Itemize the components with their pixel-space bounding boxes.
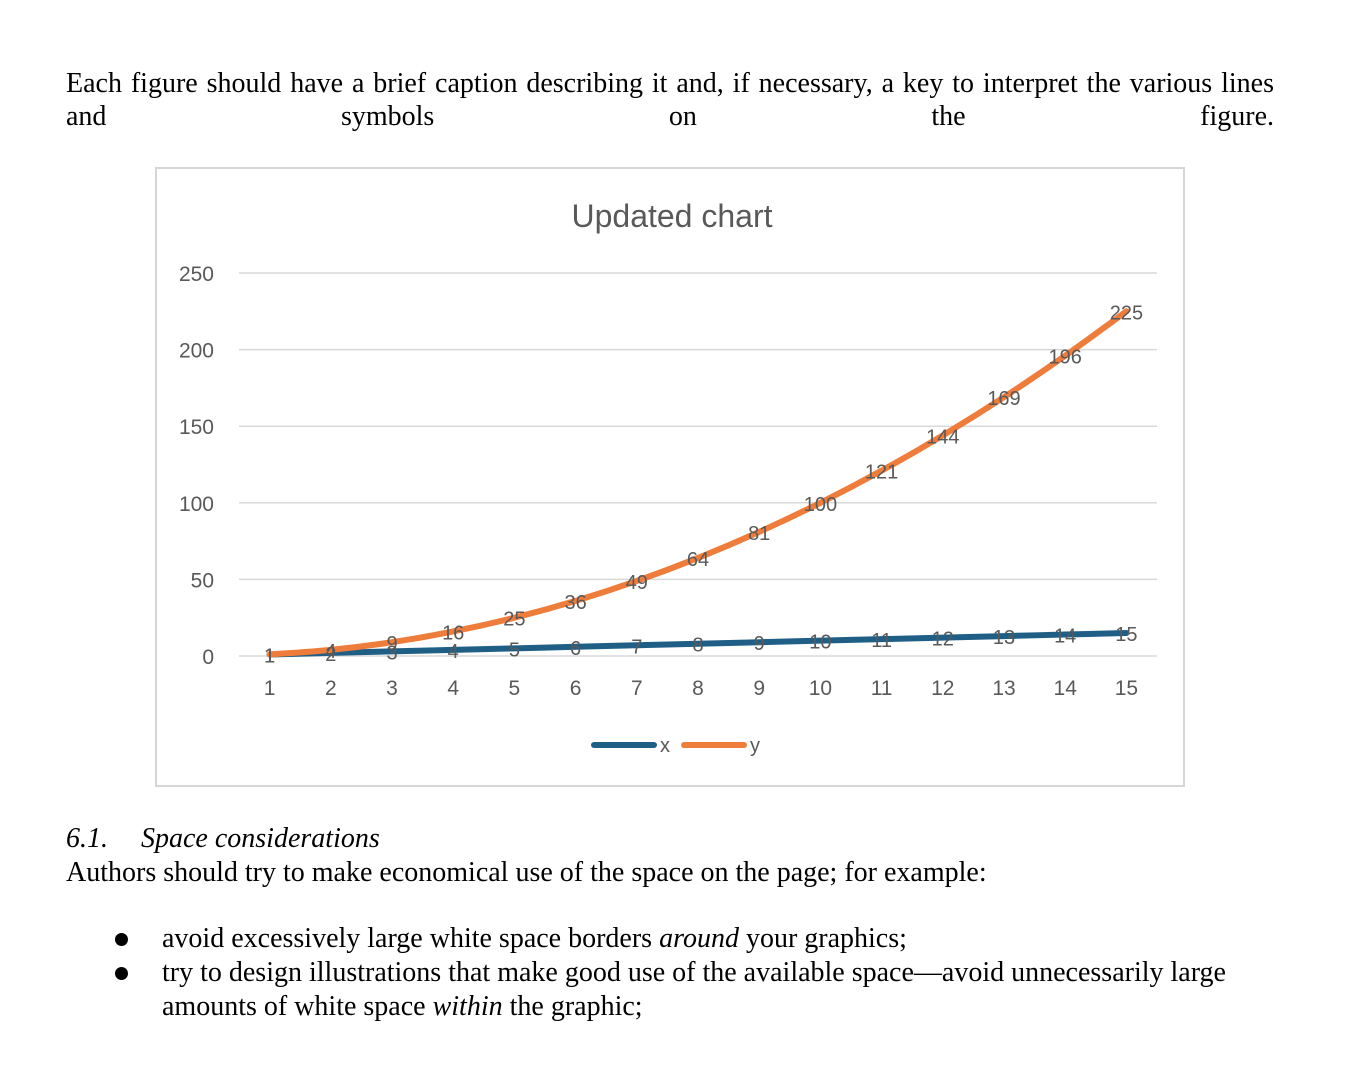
legend-label: y: [750, 735, 760, 757]
bullet-dot-icon: [115, 933, 128, 946]
x-tick-label: 7: [631, 677, 643, 700]
x-tick-label: 5: [509, 677, 521, 700]
y-tick-label: 150: [179, 416, 214, 439]
chart-title: Updated chart: [571, 198, 772, 234]
y-tick-label: 100: [179, 493, 214, 516]
x-tick-label: 12: [931, 677, 954, 700]
legend-label: x: [660, 735, 670, 757]
data-label: 4: [448, 641, 459, 663]
data-label: 16: [442, 622, 464, 644]
y-tick-label: 50: [191, 569, 214, 592]
data-label: 4: [325, 641, 336, 663]
data-label: 225: [1110, 302, 1143, 324]
bullet-emphasis: around: [659, 923, 739, 954]
data-label: 81: [748, 523, 770, 545]
bullet-text: try to design illustrations that make go…: [162, 957, 1226, 1022]
data-label: 64: [687, 549, 709, 571]
data-label: 196: [1049, 347, 1082, 369]
bullet-text: the graphic;: [502, 991, 643, 1022]
data-label: 1: [264, 645, 275, 667]
data-label: 8: [692, 635, 703, 657]
data-label: 7: [631, 636, 642, 658]
section-body: Authors should try to make economical us…: [66, 857, 987, 888]
data-label: 9: [754, 633, 765, 655]
bullet-item: avoid excessively large white space bord…: [110, 922, 1275, 956]
data-label: 36: [564, 592, 586, 614]
x-tick-label: 14: [1054, 677, 1078, 700]
data-label: 25: [503, 609, 525, 631]
data-label: 3: [386, 642, 397, 664]
data-label: 2: [325, 644, 336, 666]
y-tick-label: 200: [179, 340, 214, 363]
chart-figure: Updated chart 0 50 100 150 200 250 1 2 3 4 5 6 7 8 9 10 1…: [155, 167, 1185, 787]
x-tick-label: 3: [386, 677, 398, 700]
data-label: 144: [926, 426, 959, 448]
bullet-dot-icon: [115, 967, 128, 980]
data-label: 100: [804, 494, 837, 516]
x-tick-label: 9: [753, 677, 765, 700]
x-tick-label: 4: [447, 677, 459, 700]
data-label: 49: [626, 572, 648, 594]
x-tick-label: 13: [992, 677, 1015, 700]
y-tick-label: 250: [179, 263, 214, 286]
intro-paragraph: Each figure should have a brief caption …: [66, 68, 1274, 132]
x-tick-label: 10: [809, 677, 832, 700]
series-line-x: [266, 630, 1130, 658]
data-label: 121: [865, 462, 898, 484]
series-line-y: [266, 308, 1130, 658]
bullet-text: your graphics;: [738, 923, 907, 954]
data-label: 15: [1115, 624, 1137, 646]
data-label: 5: [509, 639, 520, 661]
section-heading: 6.1. Space considerations: [66, 822, 380, 855]
section-number: 6.1.: [66, 823, 108, 854]
x-tick-label: 2: [325, 677, 337, 700]
bullet-list: avoid excessively large white space bord…: [110, 922, 1275, 1024]
x-tick-label: 15: [1115, 677, 1138, 700]
data-label: 1: [264, 645, 275, 667]
bullet-text: avoid excessively large white space bord…: [162, 923, 660, 954]
y-tick-label: 0: [202, 646, 214, 669]
x-tick-label: 6: [570, 677, 582, 700]
bullet-item: try to design illustrations that make go…: [110, 956, 1275, 1024]
bullet-emphasis: within: [432, 991, 503, 1022]
data-label: 12: [932, 629, 954, 651]
data-label: 14: [1054, 626, 1076, 648]
section-title: Space considerations: [141, 823, 380, 854]
data-label: 6: [570, 638, 581, 660]
data-label: 10: [809, 632, 831, 654]
data-label: 169: [987, 388, 1020, 410]
x-tick-label: 8: [692, 677, 704, 700]
data-label: 9: [386, 633, 397, 655]
x-tick-label: 11: [871, 677, 893, 700]
data-label: 11: [871, 630, 892, 652]
data-label: 13: [993, 627, 1015, 649]
x-tick-label: 1: [264, 677, 276, 700]
